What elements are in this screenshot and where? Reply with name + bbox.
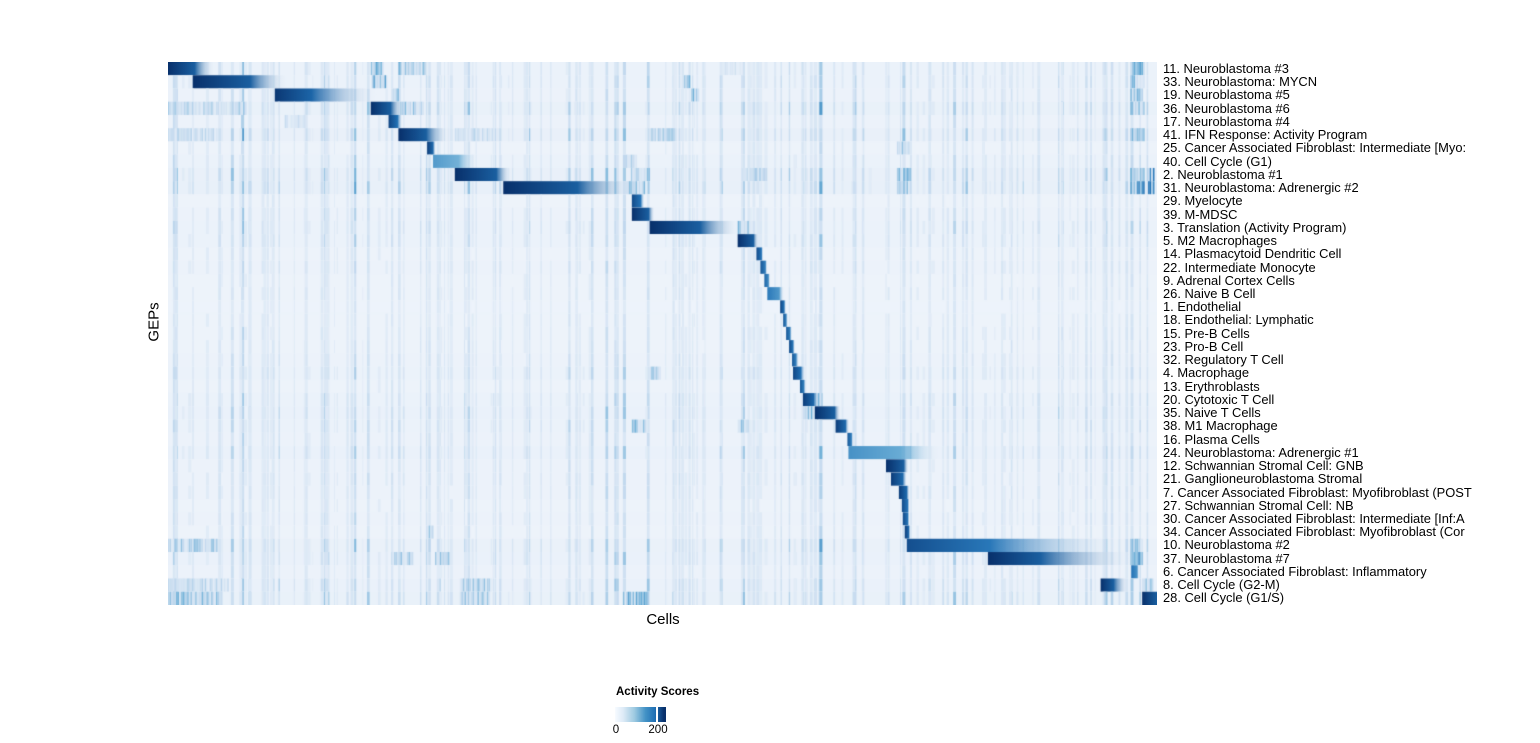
legend-tick-label-min: 0 [612, 724, 620, 736]
legend-gradient-bar [615, 707, 666, 722]
x-axis-label: Cells [646, 611, 680, 628]
row-label-10: 31. Neuroblastoma: Adrenergic #2 [1163, 180, 1359, 196]
row-label-22: 23. Pro-B Cell [1163, 338, 1244, 354]
row-label-38: 37. Neuroblastoma #7 [1163, 550, 1290, 566]
row-label-18: 26. Naive B Cell [1163, 285, 1256, 301]
row-label-15: 14. Plasmacytoid Dendritic Cell [1163, 246, 1342, 262]
row-label-19: 1. Endothelial [1163, 299, 1242, 315]
legend-tick-label-max: 200 [648, 724, 668, 736]
row-label-33: 7. Cancer Associated Fibroblast: Myofibr… [1163, 484, 1472, 500]
row-label-21: 15. Pre-B Cells [1163, 325, 1250, 341]
row-label-8: 40. Cell Cycle (G1) [1163, 153, 1272, 169]
row-label-6: 41. IFN Response: Activity Program [1163, 127, 1368, 143]
row-label-7: 25. Cancer Associated Fibroblast: Interm… [1163, 140, 1467, 156]
row-label-13: 3. Translation (Activity Program) [1163, 219, 1347, 235]
row-label-2: 33. Neuroblastoma: MYCN [1163, 74, 1318, 90]
row-label-35: 30. Cancer Associated Fibroblast: Interm… [1163, 510, 1465, 526]
row-label-41: 28. Cell Cycle (G1/S) [1163, 590, 1285, 606]
row-label-36: 34. Cancer Associated Fibroblast: Myofib… [1163, 524, 1465, 540]
row-label-27: 35. Naive T Cells [1163, 405, 1261, 421]
row-label-24: 4. Macrophage [1163, 365, 1249, 381]
row-label-3: 19. Neuroblastoma #5 [1163, 87, 1290, 103]
y-axis-label: GEPs [145, 302, 163, 342]
row-label-5: 17. Neuroblastoma #4 [1163, 113, 1290, 129]
row-label-11: 29. Myelocyte [1163, 193, 1243, 209]
row-label-20: 18. Endothelial: Lymphatic [1163, 312, 1314, 328]
row-label-31: 12. Schwannian Stromal Cell: GNB [1163, 458, 1364, 474]
row-label-28: 38. M1 Macrophage [1163, 418, 1278, 434]
row-label-26: 20. Cytotoxic T Cell [1163, 391, 1275, 407]
row-label-4: 36. Neuroblastoma #6 [1163, 100, 1290, 116]
row-label-12: 39. M-MDSC [1163, 206, 1238, 222]
row-label-23: 32. Regulatory T Cell [1163, 352, 1284, 368]
row-label-17: 9. Adrenal Cortex Cells [1163, 272, 1295, 288]
heatmap-canvas [168, 62, 1157, 605]
row-label-14: 5. M2 Macrophages [1163, 233, 1277, 249]
row-label-34: 27. Schwannian Stromal Cell: NB [1163, 497, 1354, 513]
row-label-32: 21. Ganglioneuroblastoma Stromal [1163, 471, 1363, 487]
row-label-9: 2. Neuroblastoma #1 [1163, 166, 1283, 182]
row-label-37: 10. Neuroblastoma #2 [1163, 537, 1290, 553]
row-label-39: 6. Cancer Associated Fibroblast: Inflamm… [1163, 563, 1427, 579]
row-labels-column: 11. Neuroblastoma #3 33. Neuroblastoma: M… [1163, 62, 1540, 605]
row-label-29: 16. Plasma Cells [1163, 431, 1260, 447]
row-label-40: 8. Cell Cycle (G2-M) [1163, 577, 1280, 593]
legend-title: Activity Scores [616, 686, 700, 698]
row-label-25: 13. Erythroblasts [1163, 378, 1260, 394]
row-label-30: 24. Neuroblastoma: Adrenergic #1 [1163, 444, 1359, 460]
row-label-16: 22. Intermediate Monocyte [1163, 259, 1316, 275]
legend-tick-mark [656, 707, 658, 722]
row-label-1: 11. Neuroblastoma #3 [1163, 61, 1289, 76]
